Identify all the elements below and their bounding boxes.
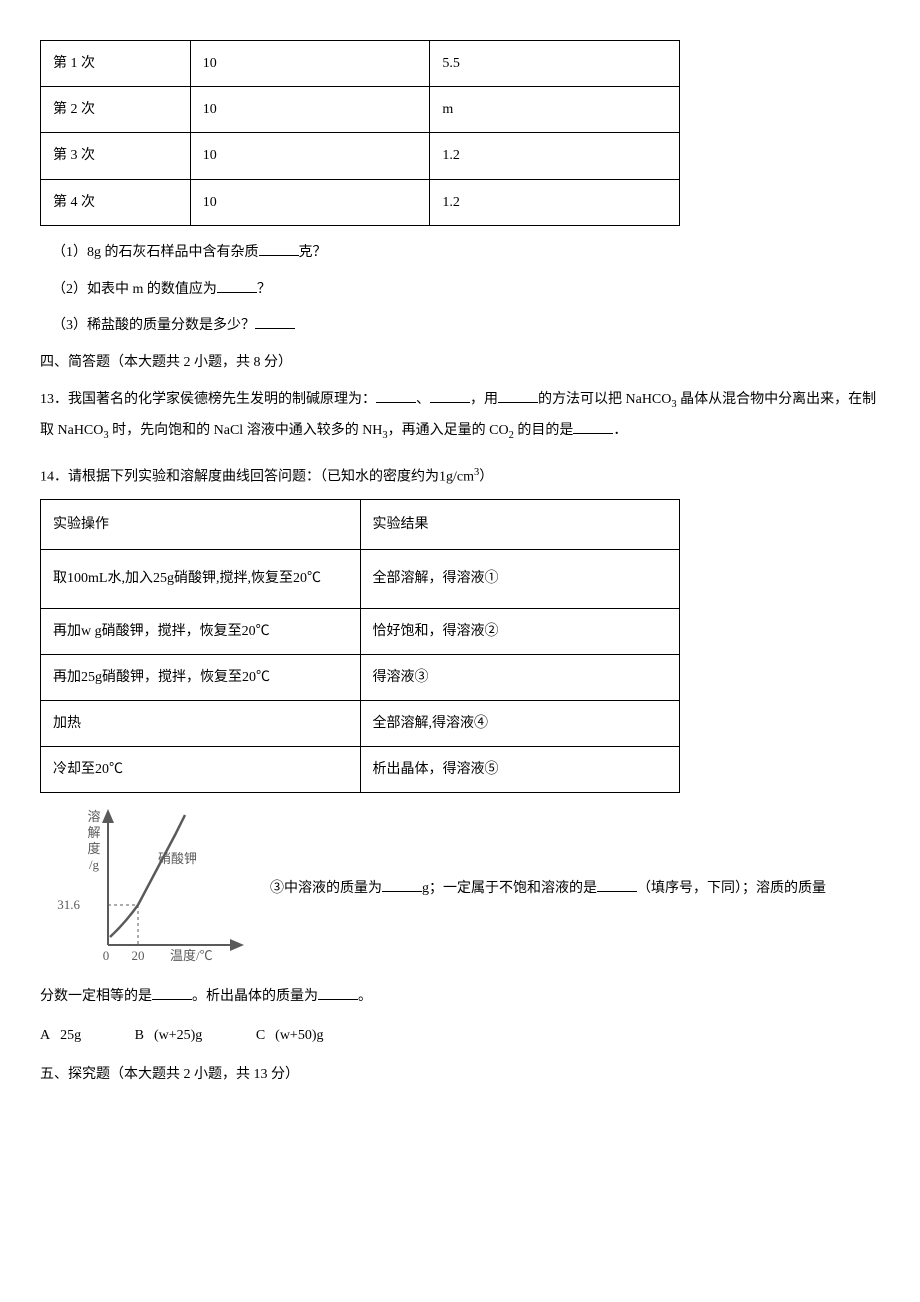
- chart-and-text-row: 溶 解 度 /g 硝酸钾 31.6 0 20 温度/℃ ③中溶液的质量为g；一定…: [40, 805, 880, 974]
- table-row: 第 2 次 10 m: [41, 87, 680, 133]
- option-b: B(w+25)g: [135, 1021, 203, 1052]
- table-1: 第 1 次 10 5.5 第 2 次 10 m 第 3 次 10 1.2 第 4…: [40, 40, 680, 226]
- section-4-heading: 四、简答题（本大题共 2 小题，共 8 分）: [40, 348, 880, 379]
- question-14-intro: 14．请根据下列实验和溶解度曲线回答问题：（已知水的密度约为1g/cm3）: [40, 461, 880, 493]
- origin-label: 0: [103, 948, 110, 963]
- y-tick-label: 31.6: [57, 897, 80, 912]
- y-axis-label: 解: [87, 825, 100, 840]
- table-row: 第 1 次 10 5.5: [41, 41, 680, 87]
- option-a: A25g: [40, 1021, 81, 1052]
- cell: 第 4 次: [41, 179, 191, 225]
- solubility-chart: 溶 解 度 /g 硝酸钾 31.6 0 20 温度/℃: [40, 805, 250, 974]
- table-row: 第 3 次 10 1.2: [41, 133, 680, 179]
- cell: 取100mL水,加入25g硝酸钾,搅拌,恢复至20℃: [41, 550, 361, 608]
- table-2: 实验操作 实验结果 取100mL水,加入25g硝酸钾,搅拌,恢复至20℃ 全部溶…: [40, 499, 680, 793]
- question-3: （3）稀盐酸的质量分数是多少？: [40, 311, 880, 342]
- cell: 10: [190, 133, 430, 179]
- table-row: 加热 全部溶解,得溶液④: [41, 700, 680, 746]
- blank: [217, 279, 257, 293]
- cell: 得溶液③: [360, 654, 680, 700]
- option-c: C(w+50)g: [256, 1021, 324, 1052]
- blank: [259, 242, 299, 256]
- table-header-row: 实验操作 实验结果: [41, 500, 680, 550]
- table-row: 取100mL水,加入25g硝酸钾,搅拌,恢复至20℃ 全部溶解，得溶液①: [41, 550, 680, 608]
- cell: 第 1 次: [41, 41, 191, 87]
- blank: [376, 389, 416, 403]
- table-row: 再加w g硝酸钾，搅拌，恢复至20℃ 恰好饱和，得溶液②: [41, 608, 680, 654]
- header-cell: 实验结果: [360, 500, 680, 550]
- blank: [573, 420, 613, 434]
- cell: m: [430, 87, 680, 133]
- cell: 1.2: [430, 133, 680, 179]
- cell: 10: [190, 87, 430, 133]
- question-1: （1）8g 的石灰石样品中含有杂质克？: [40, 238, 880, 269]
- blank: [152, 986, 192, 1000]
- cell: 恰好饱和，得溶液②: [360, 608, 680, 654]
- section-5-heading: 五、探究题（本大题共 2 小题，共 13 分）: [40, 1060, 880, 1091]
- cell: 析出晶体，得溶液⑤: [360, 747, 680, 793]
- cell: 5.5: [430, 41, 680, 87]
- cell: 10: [190, 41, 430, 87]
- cell: 再加w g硝酸钾，搅拌，恢复至20℃: [41, 608, 361, 654]
- cell: 10: [190, 179, 430, 225]
- curve-label: 硝酸钾: [158, 851, 197, 866]
- cell: 加热: [41, 700, 361, 746]
- y-axis-label: /g: [89, 857, 100, 872]
- x-axis-label: 温度/℃: [170, 948, 213, 963]
- chart-inline-text: ③中溶液的质量为g；一定属于不饱和溶液的是（填序号，下同）；溶质的质量: [250, 874, 826, 905]
- blank: [382, 878, 422, 892]
- cell: 1.2: [430, 179, 680, 225]
- cell: 第 2 次: [41, 87, 191, 133]
- header-cell: 实验操作: [41, 500, 361, 550]
- curve-line: [110, 815, 185, 937]
- blank: [318, 986, 358, 1000]
- cell: 再加25g硝酸钾，搅拌，恢复至20℃: [41, 654, 361, 700]
- q14-continued: 分数一定相等的是。析出晶体的质量为。: [40, 982, 880, 1013]
- y-axis-label: 度: [87, 841, 100, 856]
- table-row: 冷却至20℃ 析出晶体，得溶液⑤: [41, 747, 680, 793]
- blank: [255, 315, 295, 329]
- x-tick-label: 20: [132, 948, 145, 963]
- blank: [498, 389, 538, 403]
- options-row: A25g B(w+25)g C(w+50)g: [40, 1021, 880, 1052]
- question-13: 13．我国著名的化学家侯德榜先生发明的制碱原理为：、，用的方法可以把 NaHCO…: [40, 385, 880, 447]
- table-row: 第 4 次 10 1.2: [41, 179, 680, 225]
- cell: 全部溶解，得溶液①: [360, 550, 680, 608]
- cell: 全部溶解,得溶液④: [360, 700, 680, 746]
- y-axis-label: 溶: [87, 809, 100, 824]
- question-2: （2）如表中 m 的数值应为？: [40, 275, 880, 306]
- table-row: 再加25g硝酸钾，搅拌，恢复至20℃ 得溶液③: [41, 654, 680, 700]
- blank: [597, 878, 637, 892]
- blank: [430, 389, 470, 403]
- cell: 第 3 次: [41, 133, 191, 179]
- cell: 冷却至20℃: [41, 747, 361, 793]
